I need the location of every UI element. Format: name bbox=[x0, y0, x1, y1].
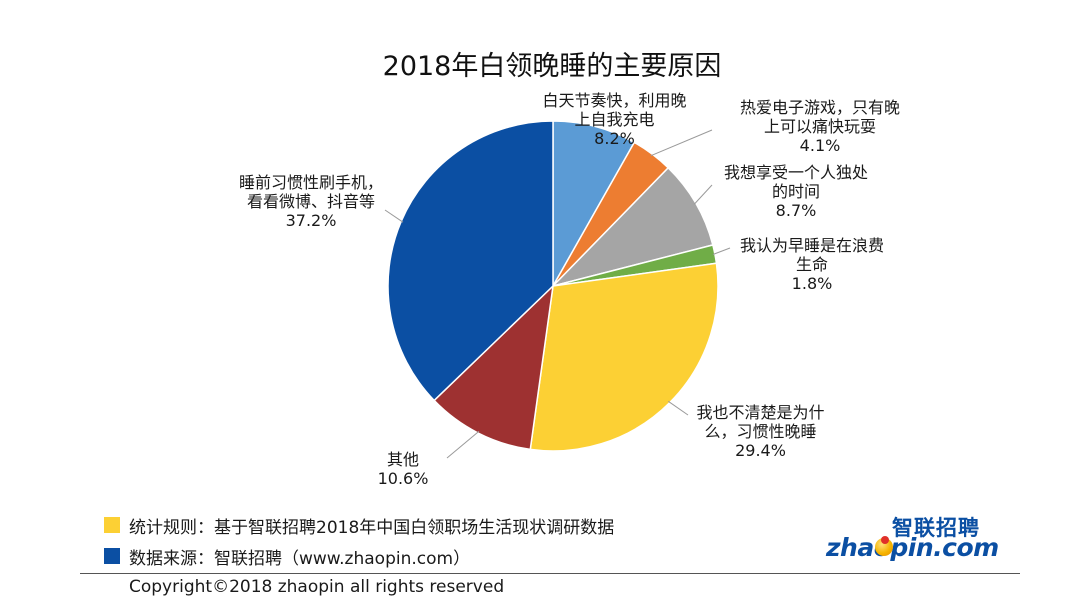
legend-text-rules: 统计规则：基于智联招聘2018年中国白领职场生活现状调研数据 bbox=[129, 517, 615, 538]
slice-label-line: 么，习惯性晚睡 bbox=[704, 422, 817, 441]
legend-swatch-yellow bbox=[104, 517, 120, 533]
slice-label-line: 我认为早睡是在浪费 bbox=[739, 236, 884, 255]
leader-line-6 bbox=[384, 209, 404, 223]
leader-line-2 bbox=[693, 184, 713, 205]
slice-label-line: 我想享受一个人独处 bbox=[723, 163, 868, 182]
slice-label-6: 睡前习惯性刷手机， 看看微博、抖音等 37.2% bbox=[232, 173, 390, 230]
logo-dot-icon bbox=[881, 536, 889, 544]
slice-label-line: 1.8% bbox=[791, 274, 833, 293]
footer-divider bbox=[80, 573, 1020, 574]
slice-label-line: 生命 bbox=[795, 255, 828, 274]
zhaopin-logo: 智联招聘 zhaopin.com bbox=[826, 512, 1006, 574]
slice-label-line: 上可以痛快玩耍 bbox=[763, 117, 876, 136]
logo-chinese-text: 智联招聘 bbox=[892, 516, 980, 540]
slice-label-line: 10.6% bbox=[377, 469, 429, 488]
slice-label-line: 37.2% bbox=[285, 211, 337, 230]
legend-swatch-blue bbox=[104, 548, 120, 564]
leader-line-1 bbox=[650, 129, 713, 157]
slice-label-line: 我也不清楚是为什 bbox=[696, 403, 825, 422]
slice-label-5: 其他 10.6% bbox=[368, 450, 438, 488]
slice-label-4: 我也不清楚是为什 么，习惯性晚睡 29.4% bbox=[683, 403, 838, 460]
slice-label-line: 8.2% bbox=[594, 129, 635, 148]
slice-label-line: 其他 bbox=[386, 450, 419, 469]
slice-label-line: 上自我充电 bbox=[574, 110, 655, 129]
legend-item-source: 数据来源：智联招聘（www.zhaopin.com） bbox=[104, 545, 471, 569]
pie-slice-2 bbox=[550, 166, 714, 288]
legend-item-rules: 统计规则：基于智联招聘2018年中国白领职场生活现状调研数据 bbox=[104, 514, 615, 538]
slice-label-line: 睡前习惯性刷手机， bbox=[238, 173, 383, 192]
pie-slice-5 bbox=[433, 283, 555, 451]
leader-line-5 bbox=[446, 430, 480, 459]
leader-line-4 bbox=[668, 400, 689, 416]
slice-label-3: 我认为早睡是在浪费 生命 1.8% bbox=[722, 236, 902, 293]
copyright-text: Copyright©2018 zhaopin all rights reserv… bbox=[129, 577, 505, 597]
logo-english-text: zhaopin.com bbox=[826, 533, 999, 562]
leader-line-3 bbox=[712, 247, 731, 255]
slice-label-line: 8.7% bbox=[775, 201, 817, 220]
legend-text-source: 数据来源：智联招聘（www.zhaopin.com） bbox=[129, 548, 471, 569]
slice-label-line: 的时间 bbox=[771, 182, 820, 201]
logo-ball-icon bbox=[875, 538, 893, 556]
slice-label-1: 热爱电子游戏，只有晚 上可以痛快玩耍 4.1% bbox=[730, 98, 910, 155]
slice-label-2: 我想享受一个人独处 的时间 8.7% bbox=[707, 163, 885, 220]
slice-label-line: 白天节奏快，利用晚 bbox=[542, 91, 687, 110]
slice-label-line: 4.1% bbox=[799, 136, 841, 155]
slice-label-line: 29.4% bbox=[735, 441, 786, 460]
slice-label-line: 热爱电子游戏，只有晚 bbox=[739, 98, 900, 117]
slice-label-line: 看看微博、抖音等 bbox=[246, 192, 375, 211]
chart-title: 2018年白领晚睡的主要原因 bbox=[382, 51, 722, 82]
slice-label-0: 白天节奏快，利用晚 上自我充电 8.2% bbox=[527, 91, 702, 148]
